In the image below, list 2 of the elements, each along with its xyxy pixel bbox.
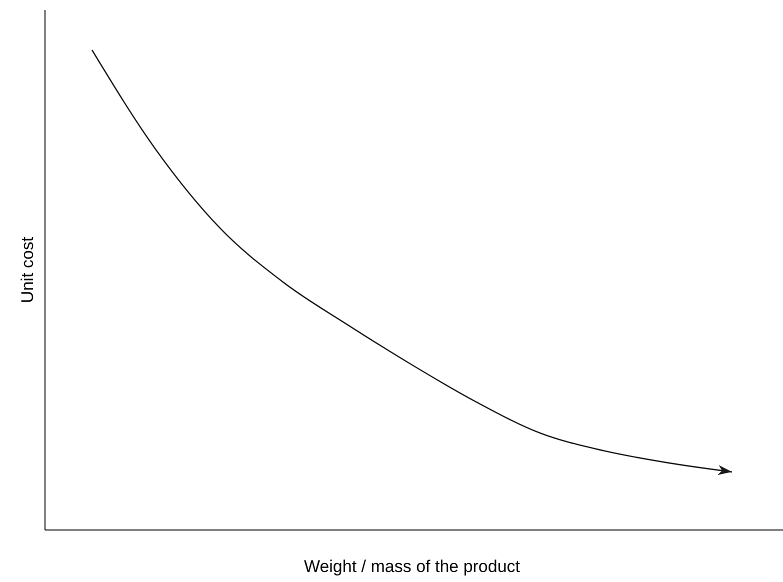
y-axis-title: Unit cost: [18, 236, 37, 304]
x-axis-title: Weight / mass of the product: [304, 557, 520, 576]
